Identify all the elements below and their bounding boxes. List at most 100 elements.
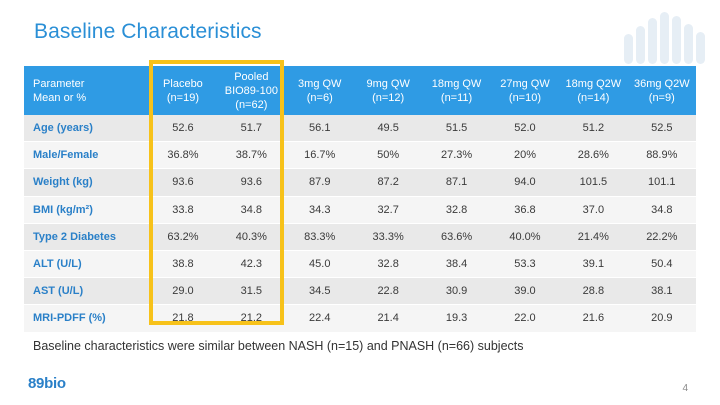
bar-pattern-icon xyxy=(624,12,705,64)
header-line: 9mg QW xyxy=(366,77,410,90)
table-cell: 87.9 xyxy=(285,168,354,197)
table-cell: 28.6% xyxy=(559,141,628,170)
table-cell: 94.0 xyxy=(490,168,560,197)
header-line: 3mg QW xyxy=(298,77,342,90)
table-cell: 34.8 xyxy=(217,196,286,224)
table-cell: 40.0% xyxy=(490,223,560,251)
table-cell: 63.6% xyxy=(422,223,491,251)
logo-text: 89bio xyxy=(28,375,66,392)
baseline-table: Parameter Mean or % Placebo (n=19) Pooled… xyxy=(24,66,696,333)
slide-title: Baseline Characteristics xyxy=(34,20,262,43)
table-cell: 22.0 xyxy=(490,304,560,333)
table-cell: 93.6 xyxy=(217,168,286,197)
table-cell: 38.1 xyxy=(627,277,696,306)
page-number: 4 xyxy=(682,383,688,394)
header-parameter-line2: Mean or % xyxy=(33,91,87,104)
table-row: MRI-PDFF (%) 21.8 21.2 22.4 21.4 19.3 22.0 21.6… xyxy=(24,304,696,333)
table-cell: 101.5 xyxy=(559,168,628,197)
table-cell: 32.7 xyxy=(353,196,423,224)
table-cell: 32.8 xyxy=(422,196,491,224)
table-cell: 34.5 xyxy=(285,277,354,306)
table-cell: 33.3% xyxy=(353,223,423,251)
table-cell: 63.2% xyxy=(148,223,218,251)
header-18mg-q2w: 18mg Q2W (n=14) xyxy=(559,66,628,115)
table-row: ALT (U/L) 38.8 42.3 45.0 32.8 38.4 53.3 39.1 50.… xyxy=(24,250,696,279)
table-row: Age (years) 52.6 51.7 56.1 49.5 51.5 52.0 51.2 5… xyxy=(24,115,696,143)
table-cell: 39.1 xyxy=(559,250,628,279)
table-cell: 20.9 xyxy=(627,304,696,333)
header-placebo: Placebo (n=19) xyxy=(148,66,218,115)
table-cell: 51.2 xyxy=(559,115,628,143)
header-parameter-line1: Parameter xyxy=(33,77,85,90)
row-label: AST (U/L) xyxy=(24,277,149,306)
table-cell: 42.3 xyxy=(217,250,286,279)
table-cell: 38.7% xyxy=(217,141,286,170)
table-cell: 20% xyxy=(490,141,560,170)
table-cell: 34.3 xyxy=(285,196,354,224)
table-cell: 51.5 xyxy=(422,115,491,143)
table-cell: 40.3% xyxy=(217,223,286,251)
header-9mg-qw: 9mg QW (n=12) xyxy=(353,66,423,115)
row-label: Male/Female xyxy=(24,141,149,170)
table-cell: 52.5 xyxy=(627,115,696,143)
table-cell: 21.6 xyxy=(559,304,628,333)
table-row: Weight (kg) 93.6 93.6 87.9 87.2 87.1 94.0 101.5… xyxy=(24,168,696,197)
table-cell: 31.5 xyxy=(217,277,286,306)
table-cell: 87.1 xyxy=(422,168,491,197)
table-cell: 22.8 xyxy=(353,277,423,306)
table-cell: 36.8% xyxy=(148,141,218,170)
row-label: Age (years) xyxy=(24,115,149,143)
header-line: (n=14) xyxy=(577,91,610,104)
table-cell: 53.3 xyxy=(490,250,560,279)
row-label: Type 2 Diabetes xyxy=(24,223,149,251)
table-cell: 83.3% xyxy=(285,223,354,251)
table-cell: 45.0 xyxy=(285,250,354,279)
table-cell: 50.4 xyxy=(627,250,696,279)
table-cell: 27.3% xyxy=(422,141,491,170)
table-cell: 36.8 xyxy=(490,196,560,224)
header-line: 36mg Q2W xyxy=(633,77,690,90)
table-cell: 38.8 xyxy=(148,250,218,279)
table-cell: 37.0 xyxy=(559,196,628,224)
table-body: Age (years) 52.6 51.7 56.1 49.5 51.5 52.0 51.2 5… xyxy=(24,115,696,333)
table-row: AST (U/L) 29.0 31.5 34.5 22.8 30.9 39.0 28.8 38.… xyxy=(24,277,696,306)
table-cell: 87.2 xyxy=(353,168,423,197)
table-cell: 38.4 xyxy=(422,250,491,279)
table-cell: 51.7 xyxy=(217,115,286,143)
table-cell: 19.3 xyxy=(422,304,491,333)
table-cell: 88.9% xyxy=(627,141,696,170)
table-row: Type 2 Diabetes 63.2% 40.3% 83.3% 33.3% 63.6%… xyxy=(24,223,696,251)
header-line: (n=10) xyxy=(508,91,542,104)
table-cell: 49.5 xyxy=(353,115,423,143)
header-line: (n=9) xyxy=(648,91,675,104)
header-line: BIO89-100 xyxy=(224,84,278,97)
table-cell: 30.9 xyxy=(422,277,491,306)
table-header-row: Parameter Mean or % Placebo (n=19) Pooled… xyxy=(24,66,696,115)
header-line: (n=11) xyxy=(440,91,473,104)
table-cell: 28.8 xyxy=(559,277,628,306)
table-cell: 33.8 xyxy=(148,196,218,224)
header-pooled: Pooled BIO89-100 (n=62) xyxy=(217,66,286,115)
table-cell: 34.8 xyxy=(627,196,696,224)
table-cell: 32.8 xyxy=(353,250,423,279)
table-cell: 93.6 xyxy=(148,168,218,197)
table-cell: 21.8 xyxy=(148,304,218,333)
table-cell: 16.7% xyxy=(285,141,354,170)
table-cell: 39.0 xyxy=(490,277,560,306)
table-cell: 56.1 xyxy=(285,115,354,143)
table-row: Male/Female 36.8% 38.7% 16.7% 50% 27.3% 20% 28.… xyxy=(24,141,696,170)
table-cell: 101.1 xyxy=(627,168,696,197)
header-line: (n=12) xyxy=(372,91,405,104)
table-cell: 50% xyxy=(353,141,423,170)
table-cell: 22.4 xyxy=(285,304,354,333)
header-3mg-qw: 3mg QW (n=6) xyxy=(285,66,354,115)
header-line: 18mg Q2W xyxy=(565,77,622,90)
header-parameter: Parameter Mean or % xyxy=(24,66,149,115)
row-label: Weight (kg) xyxy=(24,168,149,197)
table-row: BMI (kg/m²) 33.8 34.8 34.3 32.7 32.8 36.8 37.0 3… xyxy=(24,196,696,224)
table-cell: 21.2 xyxy=(217,304,286,333)
table-cell: 29.0 xyxy=(148,277,218,306)
row-label: BMI (kg/m²) xyxy=(24,196,149,224)
header-line: (n=19) xyxy=(166,91,199,104)
header-27mg-qw: 27mg QW (n=10) xyxy=(490,66,560,115)
